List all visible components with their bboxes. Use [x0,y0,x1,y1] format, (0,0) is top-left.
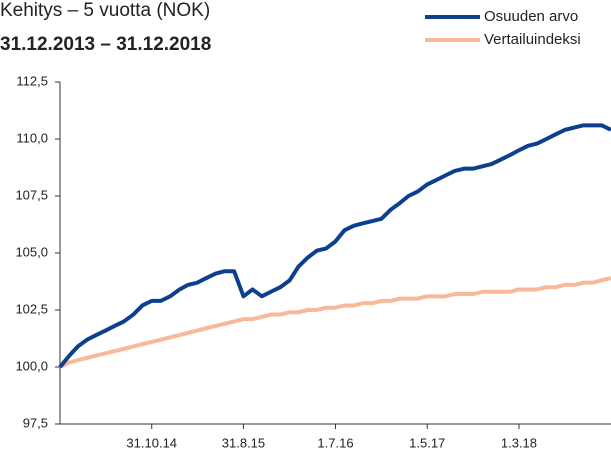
chart-subtitle: 31.12.2013 – 31.12.2018 [0,34,211,55]
x-tick-label: 1.3.18 [501,435,537,450]
x-tick-label: 31.10.14 [126,435,177,450]
legend-label: Vertailuindeksi [484,31,581,48]
y-tick-label: 112,5 [16,73,48,88]
legend-label: Osuuden arvo [484,8,578,25]
series-line [59,276,611,369]
series-line [58,123,611,369]
y-tick-label: 102,5 [15,301,48,316]
x-tick-label: 1.7.16 [317,435,353,450]
y-tick-label: 97,5 [23,415,48,430]
y-tick-label: 107,5 [15,187,48,202]
y-tick-label: 100,0 [15,358,48,373]
x-tick-label: 1.5.17 [409,435,445,450]
y-tick-label: 105,0 [15,244,48,259]
x-tick-label: 31.8.15 [222,435,265,450]
y-tick-label: 110,0 [16,130,48,145]
chart-title: Kehitys – 5 vuotta (NOK) [0,0,210,21]
